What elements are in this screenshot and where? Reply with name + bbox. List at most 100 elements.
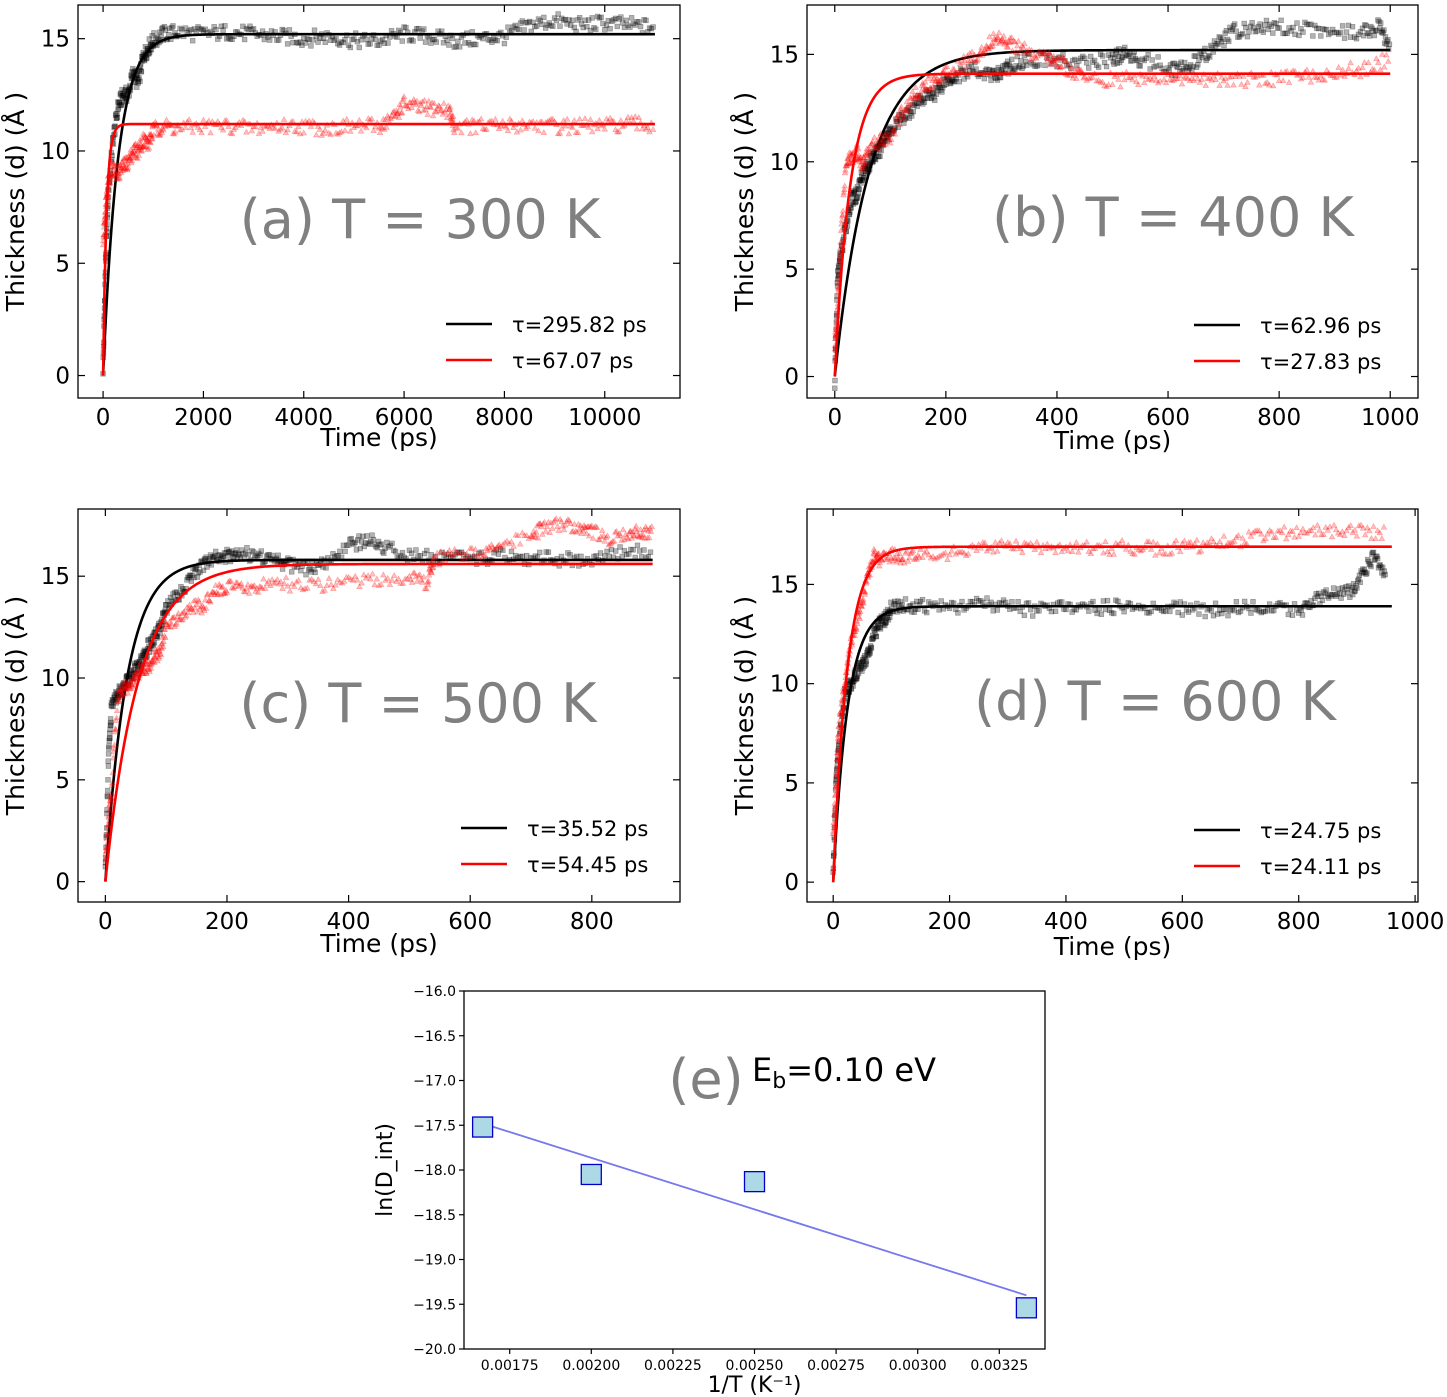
data-point <box>401 101 409 108</box>
data-point <box>623 17 629 24</box>
data-point <box>189 128 196 135</box>
data-point <box>910 108 917 115</box>
data-point <box>636 19 642 25</box>
data-point <box>490 35 497 41</box>
data-point <box>392 548 399 555</box>
data-point <box>1233 599 1240 605</box>
data-point <box>1294 20 1300 26</box>
data-point <box>445 106 453 112</box>
data-point <box>1364 570 1370 576</box>
data-point <box>149 123 156 130</box>
data-point <box>148 135 156 142</box>
data-point <box>133 144 141 151</box>
data-point <box>1374 555 1381 562</box>
data-point <box>113 175 121 182</box>
data-point <box>612 126 619 133</box>
data-point <box>1110 550 1118 557</box>
data-point <box>146 36 153 42</box>
data-point <box>154 129 161 136</box>
data-point <box>641 17 647 23</box>
data-point <box>1255 81 1263 88</box>
data-point <box>134 146 142 153</box>
data-point <box>146 139 154 146</box>
x-tick-label: 2000 <box>174 405 233 431</box>
data-point <box>117 90 124 96</box>
data-point <box>354 38 361 45</box>
data-point <box>338 128 345 135</box>
data-point <box>275 127 282 134</box>
data-point <box>598 14 604 21</box>
data-point <box>161 23 168 30</box>
data-point <box>1289 612 1296 619</box>
data-point <box>1293 524 1300 531</box>
data-point <box>641 547 647 553</box>
data-point <box>593 26 599 32</box>
data-point <box>517 20 524 26</box>
data-point <box>306 36 312 43</box>
data-point <box>617 117 625 123</box>
data-point <box>394 110 401 117</box>
data-point <box>548 22 554 29</box>
data-point <box>384 112 391 119</box>
data-point <box>618 14 624 20</box>
data-point <box>501 40 508 47</box>
data-point <box>154 125 162 132</box>
data-point <box>1220 36 1226 42</box>
data-point <box>449 115 456 122</box>
data-point <box>367 41 373 47</box>
data-point <box>114 110 120 117</box>
data-point <box>264 122 272 129</box>
data-point <box>587 116 594 122</box>
data-point <box>266 125 274 131</box>
data-point <box>115 162 122 169</box>
y-tick-label: −17.0 <box>413 1074 456 1090</box>
data-point <box>467 130 474 137</box>
data-point <box>365 41 371 47</box>
data-point <box>1271 607 1277 614</box>
data-point <box>134 154 141 161</box>
data-point <box>110 171 118 178</box>
data-point <box>258 548 264 554</box>
data-point <box>867 650 873 656</box>
data-point <box>553 17 560 24</box>
data-point <box>108 170 115 177</box>
data-point <box>357 127 365 134</box>
data-point <box>382 116 389 123</box>
data-point <box>628 15 635 21</box>
data-point <box>201 123 209 129</box>
data-point <box>150 131 158 138</box>
data-point <box>441 108 449 115</box>
data-point <box>189 37 196 44</box>
data-point <box>135 146 143 153</box>
data-point <box>140 142 147 149</box>
data-point <box>300 129 308 136</box>
data-point <box>143 135 151 142</box>
data-point <box>1341 35 1348 41</box>
data-point <box>994 547 1001 554</box>
data-point <box>899 601 905 608</box>
data-point <box>1082 55 1088 61</box>
data-point <box>1238 80 1245 87</box>
data-point <box>633 125 641 132</box>
data-point <box>430 99 438 106</box>
data-point <box>413 547 419 553</box>
data-point <box>151 122 158 129</box>
panel-annotation: (d) T = 600 K <box>974 670 1337 733</box>
data-point <box>284 41 291 47</box>
data-point <box>278 124 286 131</box>
data-point <box>414 106 422 113</box>
x-tick-label: 1000 <box>1386 909 1445 935</box>
data-point <box>364 115 372 122</box>
data-point <box>111 162 119 168</box>
data-point <box>259 127 266 134</box>
data-point <box>535 16 542 22</box>
data-point <box>394 34 400 40</box>
data-point <box>392 107 400 114</box>
data-point <box>159 26 165 32</box>
data-point <box>453 43 459 50</box>
data-point <box>959 598 965 605</box>
data-point <box>981 75 988 82</box>
data-point <box>145 130 153 137</box>
data-point <box>832 385 838 391</box>
data-point <box>1042 62 1048 69</box>
